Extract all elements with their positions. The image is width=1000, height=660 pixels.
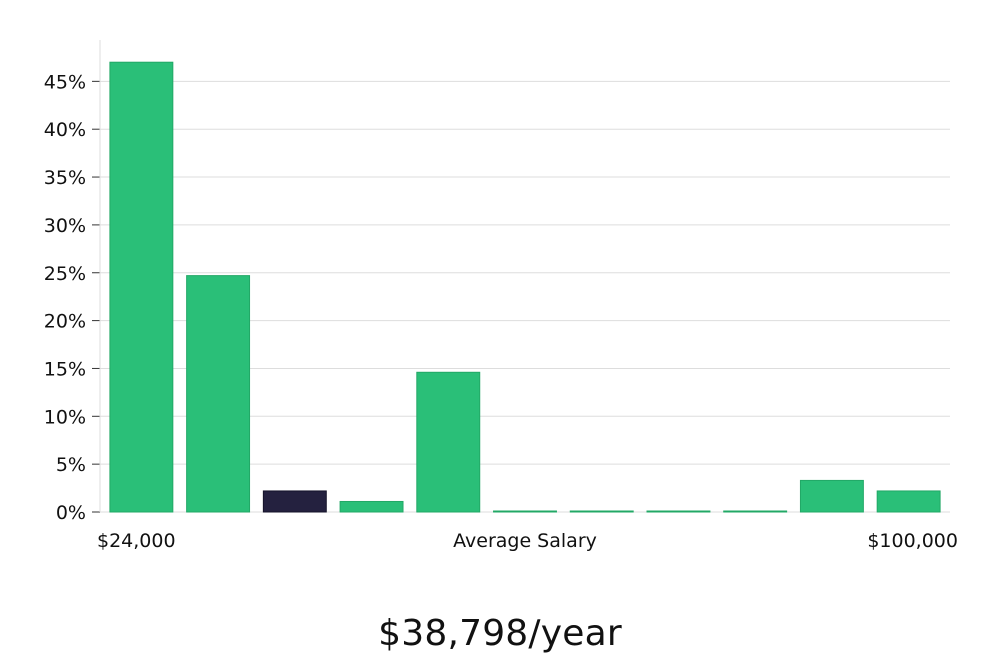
axis-labels: $24,000 Average Salary $100,000	[97, 530, 958, 552]
average-salary-value: $38,798/year	[378, 613, 622, 654]
x-range-max-label: $100,000	[867, 530, 958, 552]
bar	[416, 371, 481, 513]
bar	[569, 510, 634, 513]
highlighted-bar	[262, 490, 327, 513]
y-tick-label: 45%	[44, 71, 86, 93]
salary-distribution-chart: 0% 5% 10% 15% 20% 25% 30% 35% 40% 45% $24,000 Ave…	[44, 40, 958, 552]
bar	[646, 510, 711, 513]
bar	[799, 479, 864, 513]
y-tick-label: 15%	[44, 358, 86, 380]
x-axis-title: Average Salary	[453, 530, 597, 552]
bar	[723, 510, 788, 513]
bars	[109, 61, 941, 513]
y-tick-label: 0%	[56, 502, 86, 524]
bar	[109, 61, 174, 513]
bar	[186, 275, 251, 513]
axes: 0% 5% 10% 15% 20% 25% 30% 35% 40% 45%	[44, 40, 101, 524]
y-tick-label: 25%	[44, 263, 86, 285]
bar	[493, 510, 557, 513]
y-tick-label: 20%	[44, 311, 86, 333]
y-tick-label: 40%	[44, 119, 86, 141]
x-range-min-label: $24,000	[97, 530, 176, 552]
y-tick-label: 5%	[56, 454, 86, 476]
bar	[876, 490, 941, 513]
bar	[339, 500, 404, 513]
y-tick-label: 35%	[44, 167, 86, 189]
y-tick-label: 30%	[44, 215, 86, 237]
y-tick-label: 10%	[44, 406, 86, 428]
